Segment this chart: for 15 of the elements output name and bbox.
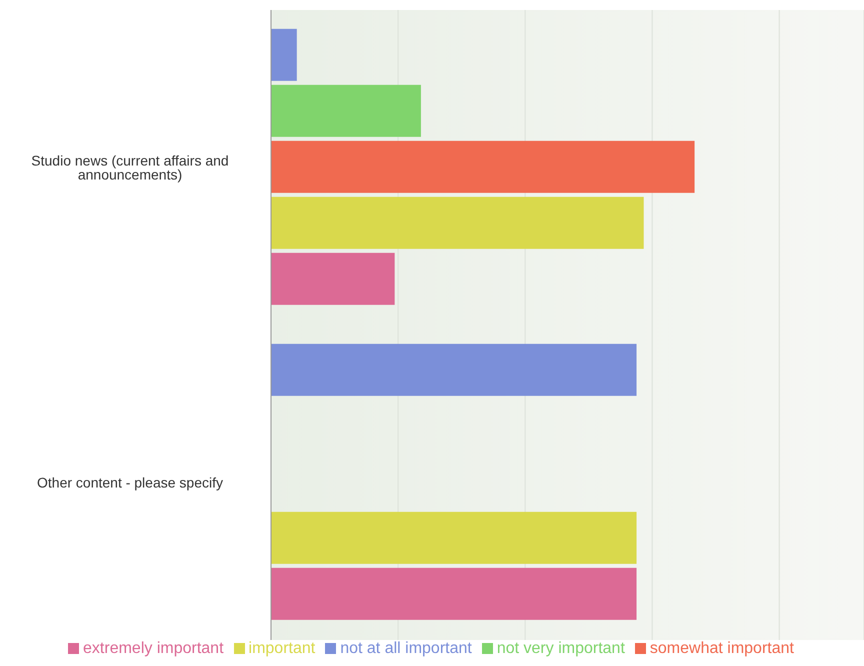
bar — [271, 344, 637, 396]
bar — [271, 568, 637, 620]
bar — [271, 252, 395, 305]
y-tick-label: Other content - please specify — [37, 474, 223, 490]
y-tick-label: Studio news (current affairs and announcements) — [31, 152, 229, 182]
bar — [271, 196, 644, 249]
legend-label: somewhat important — [650, 640, 794, 657]
bar — [271, 84, 421, 137]
bar — [271, 140, 695, 193]
legend-label: extremely important — [83, 640, 224, 657]
legend-label: not at all important — [340, 640, 472, 657]
bar — [271, 28, 297, 81]
legend-label: important — [248, 640, 316, 657]
legend-label: not very important — [496, 640, 625, 657]
bar — [271, 512, 637, 564]
